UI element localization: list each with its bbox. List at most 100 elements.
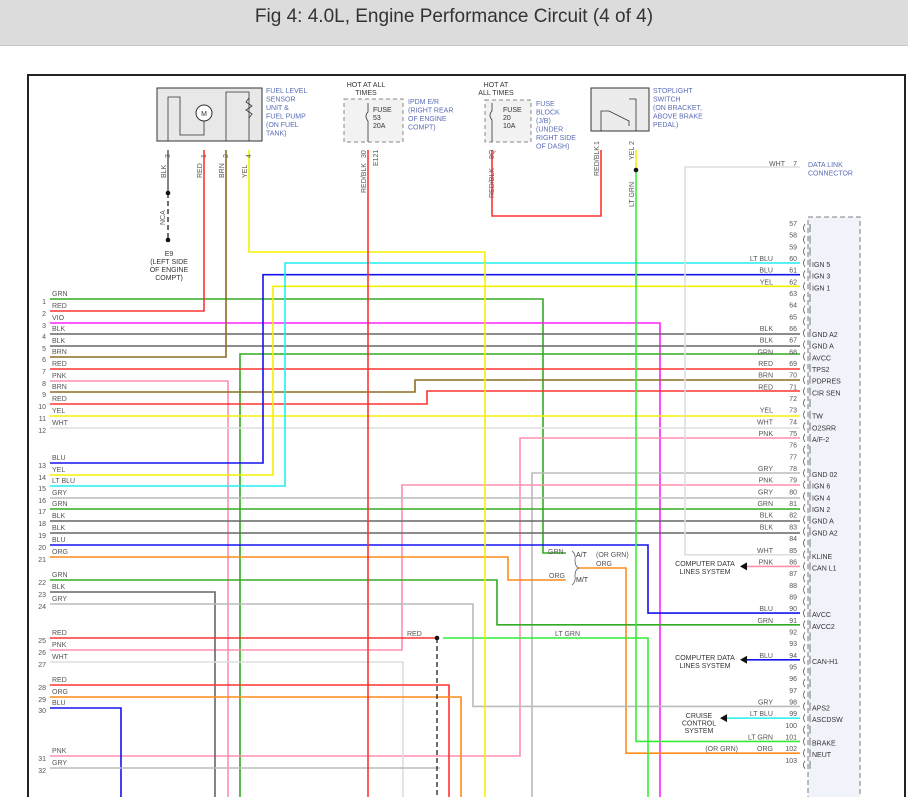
- right-pin-number: 61: [789, 268, 797, 275]
- fuse-block-label: RIGHT SIDE: [536, 135, 576, 142]
- cruise-control-label: CONTROL: [682, 721, 716, 728]
- out-wire-color: ORG: [596, 561, 612, 568]
- right-pin-function: GND A2: [812, 530, 838, 537]
- right-pin-function: CAN L1: [812, 565, 837, 572]
- variable-resistor-icon: [225, 91, 250, 141]
- fuse-block-label: FUSE: [536, 101, 555, 108]
- right-pin-function: GND A2: [812, 332, 838, 339]
- left-pin-wire-color: RED: [52, 396, 67, 403]
- right-pin-wire-color: GRY: [758, 466, 773, 473]
- right-pin-number: 101: [785, 734, 797, 741]
- left-pin-number: 15: [38, 486, 46, 493]
- wire-red: [50, 390, 800, 405]
- pin-terminal: [803, 713, 806, 723]
- right-pin-function: GND A: [812, 519, 834, 526]
- fuse-20-label: 10A: [503, 123, 516, 130]
- option-bracket: [571, 550, 580, 586]
- fuel-pump-wire-color: BRN: [219, 163, 226, 178]
- cruise-control-label: CRUISE: [686, 713, 713, 720]
- hot-at-all-times-label: ALL TIMES: [478, 90, 514, 97]
- motor-symbol: M: [201, 111, 207, 118]
- right-pin-number: 83: [789, 524, 797, 531]
- left-pin-wire-color: GRN: [52, 572, 68, 579]
- left-pin-wire-color: WHT: [52, 420, 69, 427]
- right-pin-wire-color: PNK: [759, 478, 774, 485]
- ground-location-label: OF ENGINE: [150, 267, 189, 274]
- fuse-53-label: 20A: [373, 123, 386, 130]
- right-pin-wire-color: BLK: [760, 524, 774, 531]
- right-pin-wire-color: LT BLU: [750, 256, 773, 263]
- left-pin-wire-color: YEL: [52, 408, 65, 415]
- pin-terminal: [803, 282, 806, 291]
- right-pin-wire-color: PNK: [759, 559, 774, 566]
- cruise-control-label: SYSTEM: [685, 728, 714, 735]
- right-pin-wire-color: GRN: [757, 349, 773, 356]
- wire-brn: [50, 379, 800, 393]
- at-option-label: A/T: [576, 552, 588, 559]
- wire-pnk: [50, 437, 800, 757]
- right-pin-wire-color: PNK: [759, 431, 774, 438]
- right-pin-function: IGN 6: [812, 484, 830, 491]
- pin-terminal: [803, 293, 806, 303]
- pin-terminal: [803, 562, 806, 571]
- left-pin-wire-color: PNK: [52, 748, 67, 755]
- splice-out-wire-color: LT GRN: [555, 631, 580, 638]
- pin-terminal: [803, 328, 806, 338]
- pin-terminal: [803, 468, 806, 478]
- fuel-pump-label: SENSOR: [266, 97, 296, 104]
- right-pin-function: GND A: [812, 344, 834, 351]
- fuel-pump-label: FUEL PUMP: [266, 114, 306, 121]
- left-pin-number: 8: [42, 381, 46, 388]
- left-pin-number: 17: [38, 509, 46, 516]
- left-pin-wire-color: GRY: [52, 760, 67, 767]
- wire-lt-grn: [635, 170, 800, 743]
- wire-pnk: [50, 380, 229, 797]
- fuel-pump-label: (ON FUEL: [266, 122, 299, 129]
- right-pin-number: 93: [789, 641, 797, 648]
- pin-terminal: [803, 527, 806, 536]
- pin-terminal: [803, 340, 806, 349]
- ipdm-label: IPDM E/R: [408, 99, 439, 106]
- left-pin-number: 31: [38, 756, 46, 763]
- right-pin-function: IGN 4: [812, 495, 830, 502]
- right-pin-number: 66: [789, 326, 797, 333]
- right-pin-function: CIR SEN: [812, 390, 840, 397]
- left-pin-number: 3: [42, 323, 46, 330]
- ground-icon: [165, 237, 171, 243]
- right-pin-function: IGN 3: [812, 274, 830, 281]
- ipdm-label: OF ENGINE: [408, 116, 447, 123]
- fuse-20-label: 20: [503, 115, 511, 122]
- ground-splice-label: NCA: [160, 210, 167, 225]
- right-pin-number: 78: [789, 466, 797, 473]
- left-pin-wire-color: GRN: [52, 501, 68, 508]
- right-pin-number: 92: [789, 629, 797, 636]
- stoplight-pin: 1: [594, 141, 601, 145]
- left-pin-wire-color: GRY: [52, 490, 67, 497]
- title-bar: Fig 4: 4.0L, Engine Performance Circuit …: [0, 0, 908, 46]
- left-pin-number: 18: [38, 521, 46, 528]
- right-pin-wire-color: YEL: [760, 279, 773, 286]
- right-pin-wire-color: GRY: [758, 699, 773, 706]
- pin-terminal: [803, 270, 806, 279]
- right-pin-wire-color: BLU: [759, 268, 773, 275]
- pin-terminal: [803, 550, 806, 559]
- fuel-pump-label: FUEL LEVEL: [266, 88, 307, 95]
- ground-location-label: (LEFT SIDE: [150, 259, 188, 266]
- right-pin-number: 73: [789, 408, 797, 415]
- right-pin-function: CAN-H1: [812, 659, 838, 666]
- left-pin-wire-color: BLK: [52, 525, 66, 532]
- fuel-pump-pin: 3: [165, 154, 172, 158]
- ecm-connector: [807, 216, 861, 797]
- right-pin-function: AVCC2: [812, 624, 835, 631]
- fuse-block-label: BLOCK: [536, 110, 560, 117]
- right-pin-number: 88: [789, 583, 797, 590]
- wire-wht: [50, 661, 404, 797]
- left-pin-wire-color: BLU: [52, 455, 66, 462]
- right-pin-function: PDPRES: [812, 379, 841, 386]
- pin-terminal: [803, 678, 806, 688]
- at-wire-color: GRN: [548, 549, 564, 556]
- right-pin-number: 95: [789, 664, 797, 671]
- hot-at-all-times-label: HOT AT ALL: [347, 82, 386, 89]
- left-pin-number: 30: [38, 708, 46, 715]
- right-pin-number: 71: [789, 384, 797, 391]
